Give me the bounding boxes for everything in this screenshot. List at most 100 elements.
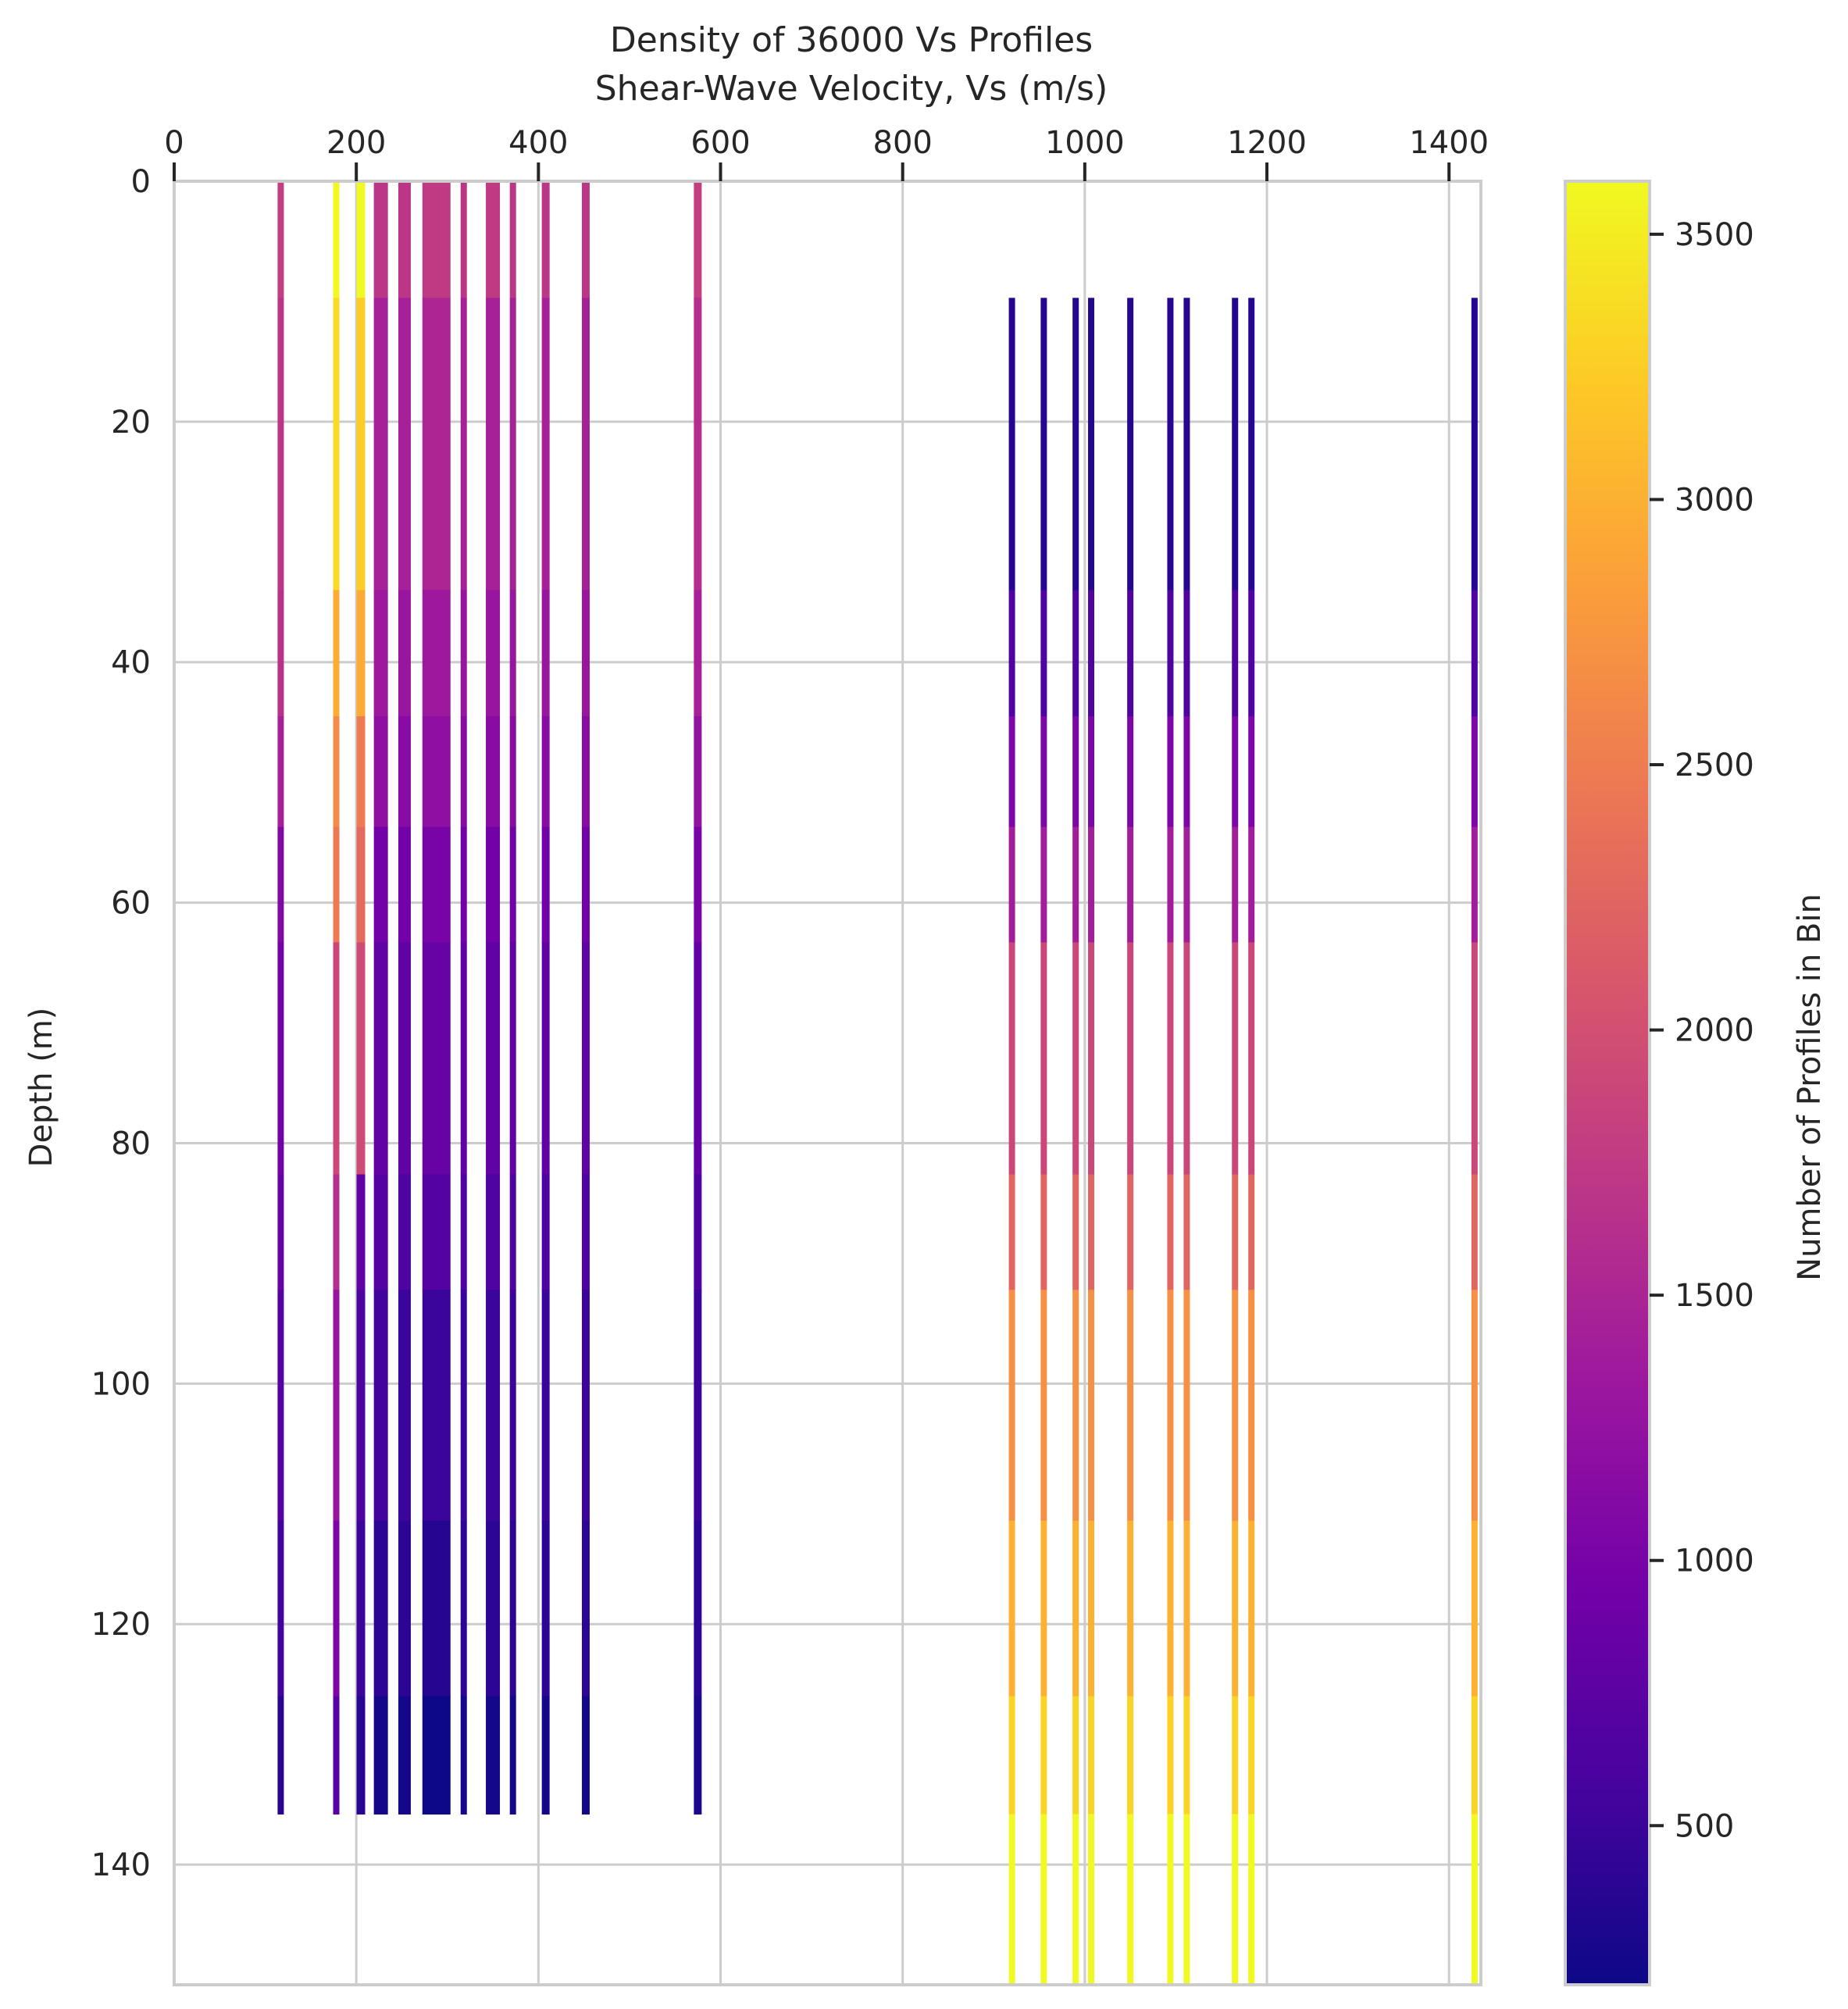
y-axis-label: Depth (m) — [23, 1008, 59, 1168]
y-tick-label: 140 — [91, 1847, 151, 1883]
heatmap-cell — [541, 298, 550, 591]
heatmap-cell — [1183, 942, 1190, 1176]
heatmap-cell — [1088, 1814, 1095, 1986]
heatmap-cell — [1088, 1520, 1095, 1697]
heatmap-cell — [1040, 1290, 1047, 1522]
heatmap-cell — [398, 1520, 411, 1697]
heatmap-cell — [694, 590, 702, 717]
heatmap-cell — [1471, 590, 1478, 717]
heatmap-cell — [694, 826, 702, 943]
heatmap-cell — [1232, 1814, 1239, 1986]
heatmap-cell — [694, 298, 702, 591]
y-tick-label: 0 — [131, 164, 151, 200]
heatmap-cell — [356, 1520, 366, 1697]
heatmap-cell — [277, 181, 284, 298]
heatmap-cell — [1072, 1520, 1079, 1697]
heatmap-cell — [373, 716, 388, 828]
heatmap-cell — [1167, 826, 1174, 943]
heatmap-cell — [1248, 590, 1255, 717]
heatmap-cell — [1248, 942, 1255, 1176]
heatmap-cell — [422, 181, 451, 298]
heatmap-cell — [1167, 1520, 1174, 1697]
heatmap-cell — [1183, 298, 1190, 591]
heatmap-cell — [1471, 1174, 1478, 1290]
heatmap-cell — [1127, 1520, 1134, 1697]
heatmap-cell — [1008, 1174, 1015, 1290]
heatmap-cell — [1471, 716, 1478, 828]
heatmap-cell — [422, 1174, 451, 1290]
heatmap-cell — [486, 298, 501, 591]
heatmap-cell — [460, 1174, 467, 1290]
colorbar — [1565, 181, 1650, 1985]
heatmap-cell — [1088, 942, 1095, 1176]
heatmap-cell — [1127, 942, 1134, 1176]
heatmap-cell — [398, 590, 411, 717]
heatmap-cell — [333, 942, 340, 1176]
heatmap-cell — [581, 181, 590, 298]
heatmap-cell — [486, 716, 501, 828]
heatmap-cell — [1248, 1696, 1255, 1815]
heatmap-cell — [509, 942, 516, 1176]
heatmap-cell — [398, 1696, 411, 1815]
heatmap-cell — [1248, 1814, 1255, 1986]
heatmap-cell — [1040, 942, 1047, 1176]
heatmap-cell — [1167, 942, 1174, 1176]
heatmap-cell — [356, 181, 366, 298]
x-tick-label: 1000 — [1045, 125, 1125, 161]
heatmap-cell — [1040, 298, 1047, 591]
heatmap-cell — [1232, 1696, 1239, 1815]
heatmap-cell — [1040, 1174, 1047, 1290]
heatmap-cell — [333, 298, 340, 591]
heatmap-cell — [1183, 1814, 1190, 1986]
heatmap-cell — [1008, 590, 1015, 717]
heatmap-cell — [541, 1520, 550, 1697]
heatmap-cell — [356, 942, 366, 1176]
heatmap-cell — [333, 1520, 340, 1697]
y-tick-label: 80 — [111, 1126, 151, 1162]
heatmap-cell — [277, 942, 284, 1176]
heatmap-cell — [398, 826, 411, 943]
heatmap-cell — [422, 590, 451, 717]
heatmap-cell — [694, 1174, 702, 1290]
heatmap-cell — [277, 298, 284, 591]
heatmap-cell — [1040, 1696, 1047, 1815]
heatmap-cells — [277, 181, 1478, 1986]
x-tick-label: 600 — [690, 125, 750, 161]
heatmap-cell — [333, 1696, 340, 1815]
heatmap-cell — [541, 1174, 550, 1290]
heatmap-cell — [1127, 590, 1134, 717]
x-tick-label: 200 — [326, 125, 386, 161]
heatmap-cell — [356, 1174, 366, 1290]
heatmap-cell — [1167, 716, 1174, 828]
heatmap-cell — [373, 1520, 388, 1697]
heatmap-cell — [581, 1290, 590, 1522]
heatmap-cell — [1088, 1174, 1095, 1290]
y-tick-label: 20 — [111, 405, 151, 441]
heatmap-cell — [333, 590, 340, 717]
colorbar-tick-label: 1000 — [1675, 1543, 1754, 1579]
heatmap-cell — [581, 1520, 590, 1697]
colorbar-ticks: 500 1000 1500 2000 2500 3000 3500 — [1650, 217, 1754, 1844]
heatmap-cell — [1088, 1696, 1095, 1815]
heatmap-cell — [1008, 1520, 1015, 1697]
heatmap-cell — [509, 298, 516, 591]
colorbar-tick-label: 2000 — [1675, 1013, 1754, 1049]
heatmap-cell — [356, 590, 366, 717]
colorbar-tick-label: 1500 — [1675, 1278, 1754, 1314]
heatmap-cell — [460, 590, 467, 717]
heatmap-cell — [581, 716, 590, 828]
heatmap-cell — [460, 942, 467, 1176]
heatmap-cell — [1127, 826, 1134, 943]
heatmap-cell — [398, 1290, 411, 1522]
heatmap-cell — [1248, 826, 1255, 943]
heatmap-cell — [581, 1174, 590, 1290]
heatmap-cell — [1072, 1696, 1079, 1815]
x-tick-label: 400 — [508, 125, 568, 161]
heatmap-cell — [1167, 298, 1174, 591]
heatmap-cell — [509, 590, 516, 717]
heatmap-cell — [333, 716, 340, 828]
heatmap-cell — [422, 1520, 451, 1697]
heatmap-cell — [1040, 716, 1047, 828]
heatmap-cell — [1040, 826, 1047, 943]
